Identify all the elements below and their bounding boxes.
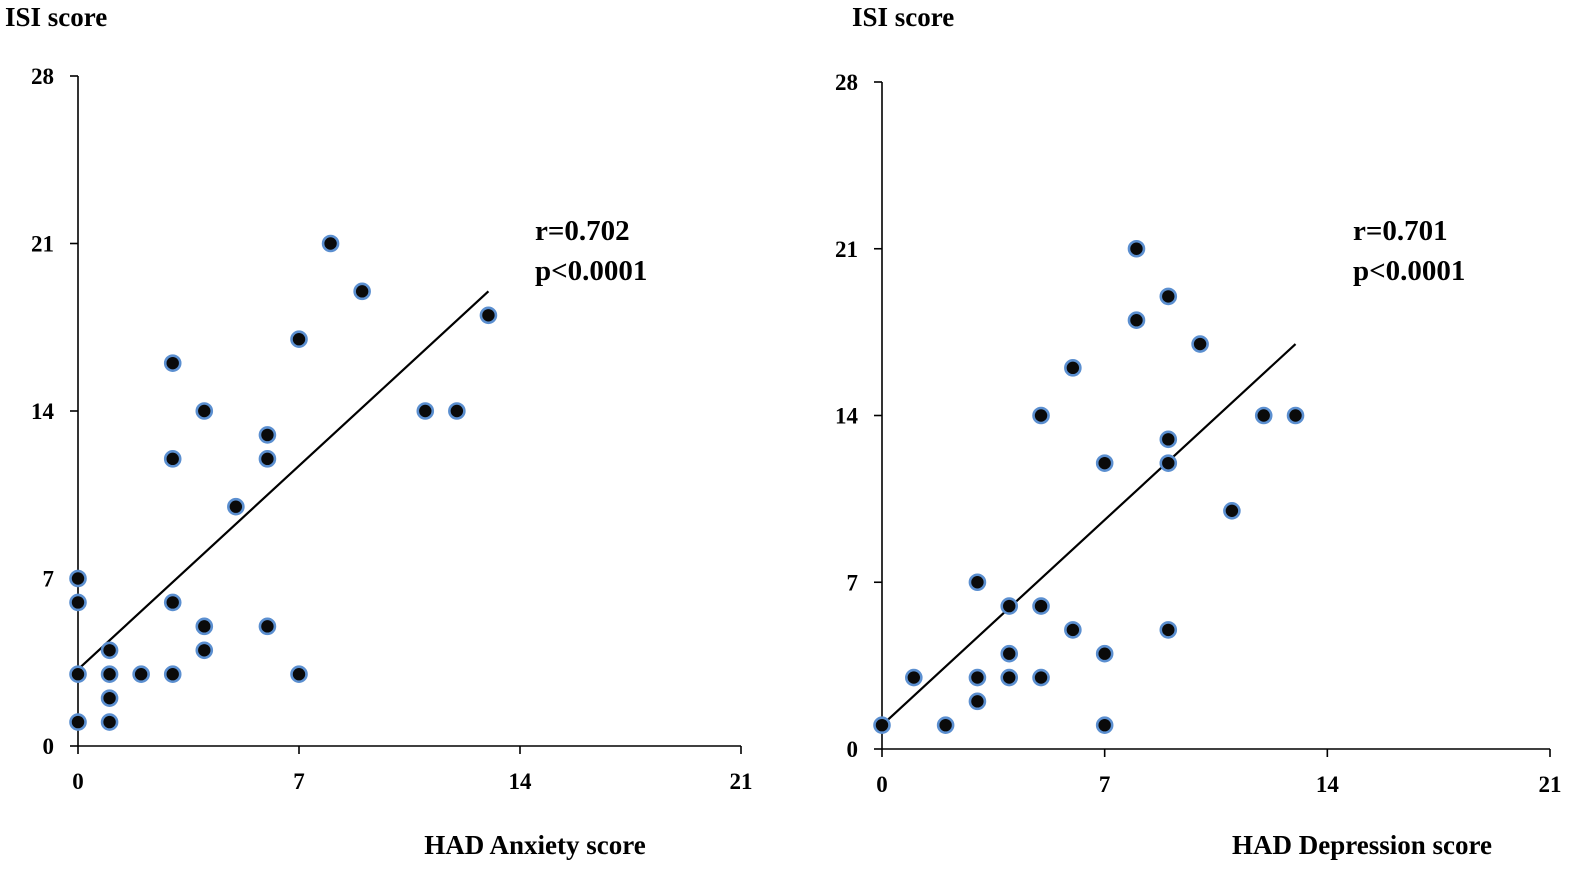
data-point: [163, 593, 182, 612]
x-tick-label: 0: [72, 769, 84, 794]
data-point: [479, 306, 498, 325]
y-tick-label: 14: [835, 404, 859, 429]
y-axis-title: ISI score: [852, 2, 954, 32]
x-tick-label: 21: [1539, 772, 1562, 797]
data-point: [1064, 621, 1082, 639]
data-point: [258, 450, 277, 468]
data-point: [1095, 644, 1114, 663]
data-point: [1159, 287, 1178, 306]
data-point: [905, 668, 923, 687]
x-tick-label: 7: [293, 769, 305, 794]
p-value-label: p<0.0001: [1353, 255, 1465, 287]
data-point: [195, 402, 214, 420]
y-tick-label: 7: [43, 567, 55, 592]
data-point: [1000, 644, 1019, 663]
y-tick-label: 0: [43, 734, 55, 759]
data-point: [968, 692, 987, 711]
anxiety-panel: ISI score HAD Anxiety score r=0.702 p<0.…: [5, 2, 753, 860]
depression-panel: ISI score HAD Depression score r=0.701 p…: [835, 2, 1562, 860]
x-tick-label: 21: [730, 769, 753, 794]
correlation-r-label: r=0.701: [1353, 215, 1448, 247]
x-tick-label: 0: [876, 772, 888, 797]
data-point: [1032, 668, 1050, 687]
data-point: [1191, 335, 1209, 353]
correlation-r-label: r=0.702: [535, 215, 630, 247]
data-point: [1159, 621, 1178, 639]
data-point: [69, 713, 87, 731]
x-axis-title: HAD Depression score: [1232, 830, 1492, 860]
data-point: [1095, 716, 1114, 734]
data-point: [1127, 239, 1146, 258]
data-point: [227, 497, 245, 516]
data-point: [1223, 501, 1241, 520]
y-axis-title: ISI score: [5, 2, 107, 32]
data-point: [321, 234, 340, 253]
data-point: [69, 569, 87, 588]
data-point: [1064, 359, 1082, 377]
data-point: [1254, 406, 1273, 425]
data-point: [100, 665, 119, 684]
y-tick-label: 28: [31, 64, 54, 89]
y-tick-label: 0: [847, 737, 859, 762]
data-point: [416, 402, 435, 420]
data-point: [1159, 430, 1178, 449]
data-point: [873, 716, 891, 734]
p-value-label: p<0.0001: [535, 255, 647, 287]
data-point: [448, 402, 466, 420]
data-point: [100, 689, 119, 707]
data-point: [163, 354, 182, 372]
data-point: [69, 593, 87, 612]
data-point: [968, 573, 987, 592]
regression-line: [881, 343, 1297, 726]
y-tick-label: 21: [31, 232, 54, 257]
data-point: [1000, 597, 1019, 615]
data-point: [290, 330, 308, 349]
data-point: [936, 716, 955, 734]
x-tick-label: 14: [509, 769, 533, 794]
data-point: [258, 617, 277, 636]
data-point: [353, 282, 371, 301]
data-point: [163, 450, 182, 468]
data-point: [1095, 454, 1114, 472]
y-tick-label: 28: [835, 70, 858, 95]
data-point: [100, 713, 119, 731]
data-point: [132, 665, 150, 684]
data-point: [1032, 597, 1050, 615]
data-point: [1000, 668, 1019, 687]
data-point: [1127, 311, 1146, 330]
data-point: [195, 641, 214, 660]
data-point: [100, 641, 119, 660]
x-tick-label: 14: [1316, 772, 1340, 797]
x-axis-title: HAD Anxiety score: [424, 830, 645, 860]
data-point: [968, 668, 987, 687]
data-point: [258, 426, 277, 444]
data-point: [290, 665, 308, 684]
y-tick-label: 21: [835, 237, 858, 262]
data-point: [1159, 454, 1178, 472]
data-point: [1032, 406, 1050, 425]
y-tick-label: 7: [847, 570, 859, 595]
data-point: [1286, 406, 1305, 425]
y-tick-label: 14: [31, 399, 55, 424]
data-point: [163, 665, 182, 684]
data-point: [69, 665, 87, 684]
data-point: [195, 617, 214, 636]
regression-line: [77, 290, 490, 671]
x-tick-label: 7: [1099, 772, 1111, 797]
